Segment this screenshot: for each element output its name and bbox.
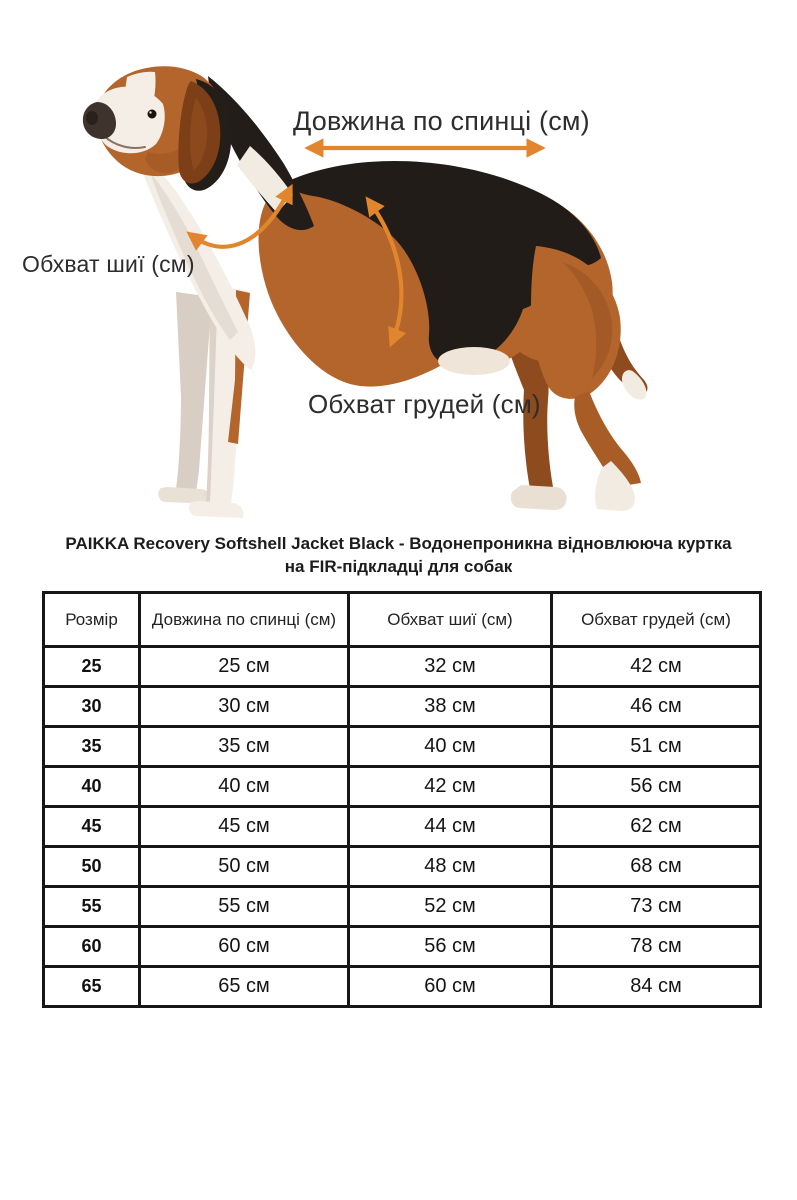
table-row: 60 60 см 56 см 78 см (42, 925, 762, 968)
col-header-size: Розмір (42, 591, 141, 648)
dog-eye (147, 109, 157, 119)
neck-girth-arc (186, 183, 293, 251)
cell-chest-girth: 56 см (550, 765, 762, 808)
back-length-label: Довжина по спинці (см) (293, 106, 590, 136)
dog-illustration (82, 66, 648, 518)
product-title-line1: PAIKKA Recovery Softshell Jacket Black -… (65, 534, 732, 553)
cell-neck-girth: 32 см (347, 645, 553, 688)
cell-back-length: 50 см (138, 845, 350, 888)
neck-girth-label: Обхват шиї (см) (22, 251, 195, 277)
dog-front-paw (188, 501, 244, 518)
cell-back-length: 60 см (138, 925, 350, 968)
dog-mouth-line (103, 135, 146, 149)
cell-back-length: 35 см (138, 725, 350, 768)
cell-size: 40 (42, 765, 141, 808)
dog-muzzle (93, 86, 165, 154)
cell-size: 45 (42, 805, 141, 848)
cell-size: 65 (42, 965, 141, 1008)
cell-size: 25 (42, 645, 141, 688)
dog-far-front-leg (176, 292, 212, 491)
dog-far-front-paw (158, 487, 212, 504)
dog-eye-highlight (149, 111, 152, 114)
cell-chest-girth: 51 см (550, 725, 762, 768)
cell-chest-girth: 73 см (550, 885, 762, 928)
cell-chest-girth: 42 см (550, 645, 762, 688)
product-title-line2: на FIR-підкладці для собак (284, 557, 513, 576)
cell-neck-girth: 44 см (347, 805, 553, 848)
cell-back-length: 30 см (138, 685, 350, 728)
cell-neck-girth: 60 см (347, 965, 553, 1008)
dog-neck-shade (150, 172, 238, 340)
table-row: 35 35 см 40 см 51 см (42, 725, 762, 768)
table-row: 25 25 см 32 см 42 см (42, 645, 762, 688)
col-header-neck-girth: Обхват шиї (см) (347, 591, 553, 648)
dog-nose-tip (86, 111, 98, 125)
cell-size: 35 (42, 725, 141, 768)
table-row: 50 50 см 48 см 68 см (42, 845, 762, 888)
cell-chest-girth: 68 см (550, 845, 762, 888)
cell-size: 50 (42, 845, 141, 888)
cell-back-length: 45 см (138, 805, 350, 848)
cell-chest-girth: 84 см (550, 965, 762, 1008)
cell-neck-girth: 38 см (347, 685, 553, 728)
table-row: 55 55 см 52 см 73 см (42, 885, 762, 928)
table-row: 40 40 см 42 см 56 см (42, 765, 762, 808)
dog-far-hind-paw (510, 485, 567, 510)
table-row: 30 30 см 38 см 46 см (42, 685, 762, 728)
cell-neck-girth: 48 см (347, 845, 553, 888)
chest-girth-label: Обхват грудей (см) (308, 389, 541, 419)
measurement-annotations (186, 138, 546, 348)
size-table: Розмір Довжина по спинці (см) Обхват шиї… (42, 591, 762, 1008)
dog-hind-paw (595, 461, 635, 511)
product-title: PAIKKA Recovery Softshell Jacket Black -… (0, 532, 797, 578)
cell-size: 60 (42, 925, 141, 968)
cell-neck-girth: 40 см (347, 725, 553, 768)
cell-back-length: 55 см (138, 885, 350, 928)
dog-hind-lower-leg (574, 391, 641, 487)
dog-tail-white-tip (621, 370, 647, 400)
cell-neck-girth: 52 см (347, 885, 553, 928)
cell-chest-girth: 46 см (550, 685, 762, 728)
chest-girth-arc (365, 196, 407, 348)
cell-size: 30 (42, 685, 141, 728)
cell-size: 55 (42, 885, 141, 928)
dog-size-diagram (82, 66, 648, 518)
table-header-row: Розмір Довжина по спинці (см) Обхват шиї… (42, 591, 762, 648)
cell-neck-girth: 42 см (347, 765, 553, 808)
dog-hind-thigh-shade (562, 262, 613, 378)
col-header-chest-girth: Обхват грудей (см) (550, 591, 762, 648)
dog-belly-patch (438, 347, 510, 375)
table-row: 65 65 см 60 см 84 см (42, 965, 762, 1008)
dog-saddle (282, 161, 601, 366)
cell-chest-girth: 78 см (550, 925, 762, 968)
dog-front-leg-shade (206, 285, 218, 503)
col-header-back-length: Довжина по спинці (см) (138, 591, 350, 648)
cell-back-length: 65 см (138, 965, 350, 1008)
dog-ear-highlight (190, 98, 208, 170)
table-row: 45 45 см 44 см 62 см (42, 805, 762, 848)
cell-back-length: 25 см (138, 645, 350, 688)
cell-chest-girth: 62 см (550, 805, 762, 848)
cell-back-length: 40 см (138, 765, 350, 808)
cell-neck-girth: 56 см (347, 925, 553, 968)
